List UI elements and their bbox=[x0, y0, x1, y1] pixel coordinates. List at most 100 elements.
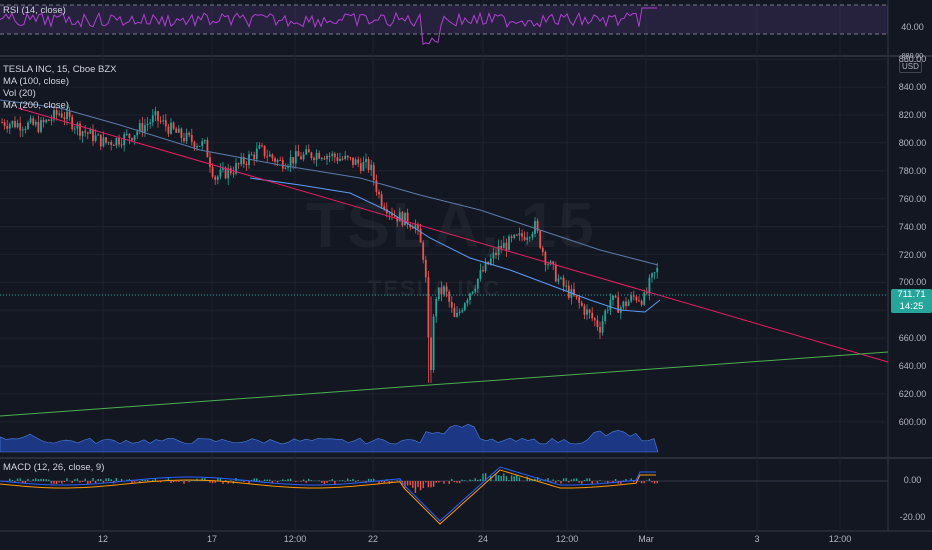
candle-body bbox=[336, 157, 339, 161]
rsi-band bbox=[0, 5, 888, 34]
candle-body bbox=[71, 116, 74, 130]
candle-body bbox=[255, 148, 258, 160]
candle-body bbox=[42, 120, 45, 123]
ma100-line bbox=[249, 177, 661, 313]
candle-body bbox=[547, 264, 549, 266]
candle-body bbox=[253, 154, 256, 160]
ma200-line bbox=[0, 99, 659, 266]
rsi-legend[interactable]: RSI (14, close) bbox=[3, 5, 66, 16]
candle-body bbox=[240, 157, 243, 165]
candle-body bbox=[167, 126, 170, 134]
candle-body bbox=[320, 158, 323, 160]
candle-body bbox=[398, 212, 401, 222]
volume-area bbox=[0, 423, 659, 453]
candle-body bbox=[482, 270, 484, 272]
price-tick: 700.00 bbox=[898, 277, 927, 288]
candle-body bbox=[276, 159, 279, 162]
candle-body bbox=[99, 134, 102, 147]
candle-body bbox=[505, 242, 508, 251]
candle-body bbox=[149, 122, 152, 124]
candle-body bbox=[68, 111, 71, 117]
rsi-tick-40: 40.00 bbox=[901, 22, 924, 32]
candle-body bbox=[430, 337, 432, 371]
price-tick: 860.00 bbox=[898, 54, 927, 65]
candle-body bbox=[492, 252, 495, 259]
macd-legend[interactable]: MACD (12, 26, close, 9) bbox=[3, 462, 105, 473]
candle-body bbox=[612, 295, 614, 300]
candle-body bbox=[352, 157, 354, 165]
candle-body bbox=[508, 236, 510, 251]
price-tick: 740.00 bbox=[898, 221, 927, 232]
candle-body bbox=[432, 316, 435, 371]
currency-badge[interactable]: USD bbox=[899, 61, 922, 73]
watermark-name: TESLA INC bbox=[368, 276, 502, 301]
candle-body bbox=[440, 287, 443, 295]
candle-body bbox=[248, 154, 250, 165]
candle-body bbox=[591, 312, 594, 319]
candle-body bbox=[279, 159, 282, 161]
candle-body bbox=[229, 168, 232, 174]
candle-body bbox=[575, 295, 578, 298]
macd-tick-minus20: -20.00 bbox=[899, 512, 926, 522]
candle-body bbox=[450, 301, 453, 308]
candle-body bbox=[461, 310, 464, 312]
symbol-legend[interactable]: TESLA INC, 15, Cboe BZX bbox=[3, 64, 117, 75]
candle-body bbox=[294, 151, 297, 164]
time-label-24: 24 bbox=[477, 534, 488, 544]
candle-body bbox=[157, 111, 159, 121]
candle-body bbox=[50, 119, 53, 121]
candle-body bbox=[289, 157, 292, 166]
candle-body bbox=[232, 173, 235, 175]
candle-body bbox=[375, 180, 378, 192]
candle-body bbox=[632, 295, 635, 297]
candle-body bbox=[354, 159, 357, 165]
price-tick: 760.00 bbox=[898, 193, 927, 204]
candle-body bbox=[367, 158, 370, 171]
candle-body bbox=[609, 299, 612, 310]
candle-body bbox=[159, 120, 162, 122]
candle-body bbox=[651, 273, 653, 278]
candle-body bbox=[417, 224, 419, 229]
candle-body bbox=[643, 292, 646, 305]
candle-body bbox=[136, 131, 139, 136]
candle-body bbox=[445, 286, 448, 292]
candle-body bbox=[14, 121, 16, 128]
candle-body bbox=[105, 137, 107, 143]
candle-body bbox=[448, 291, 451, 302]
ma100-legend[interactable]: MA (100, close) bbox=[3, 76, 69, 87]
candle-body bbox=[380, 194, 383, 207]
candle-body bbox=[518, 233, 521, 236]
candle-body bbox=[242, 157, 245, 164]
candle-body bbox=[365, 158, 367, 162]
candle-body bbox=[411, 227, 414, 229]
candle-body bbox=[261, 145, 263, 147]
candle-body bbox=[539, 230, 542, 248]
last-price-badge: 711.71 14:25 bbox=[891, 289, 932, 313]
candle-body bbox=[596, 320, 599, 328]
price-tick: 820.00 bbox=[898, 110, 927, 120]
last-price-value: 711.71 bbox=[897, 289, 926, 300]
candle-body bbox=[307, 149, 310, 153]
price-tick: 640.00 bbox=[898, 361, 927, 372]
candle-body bbox=[466, 299, 469, 304]
price-tick: 840.00 bbox=[898, 82, 927, 93]
candle-body bbox=[523, 236, 526, 240]
vol-legend[interactable]: Vol (20) bbox=[3, 88, 36, 99]
candle-body bbox=[3, 122, 6, 127]
ma200-legend[interactable]: MA (200, close) bbox=[3, 100, 69, 111]
candle-body bbox=[146, 123, 149, 126]
candle-body bbox=[515, 234, 518, 236]
candle-body bbox=[422, 242, 425, 260]
candle-body bbox=[258, 145, 261, 149]
time-label-17: 17 bbox=[206, 534, 217, 544]
candle-body bbox=[635, 296, 638, 301]
candle-body bbox=[378, 191, 380, 195]
candle-body bbox=[565, 285, 568, 287]
candle-body bbox=[164, 120, 167, 127]
candle-body bbox=[305, 149, 308, 155]
candle-body bbox=[8, 124, 11, 129]
candle-body bbox=[55, 110, 58, 115]
price-tick: 660.00 bbox=[898, 333, 927, 344]
candle-body bbox=[526, 237, 529, 240]
